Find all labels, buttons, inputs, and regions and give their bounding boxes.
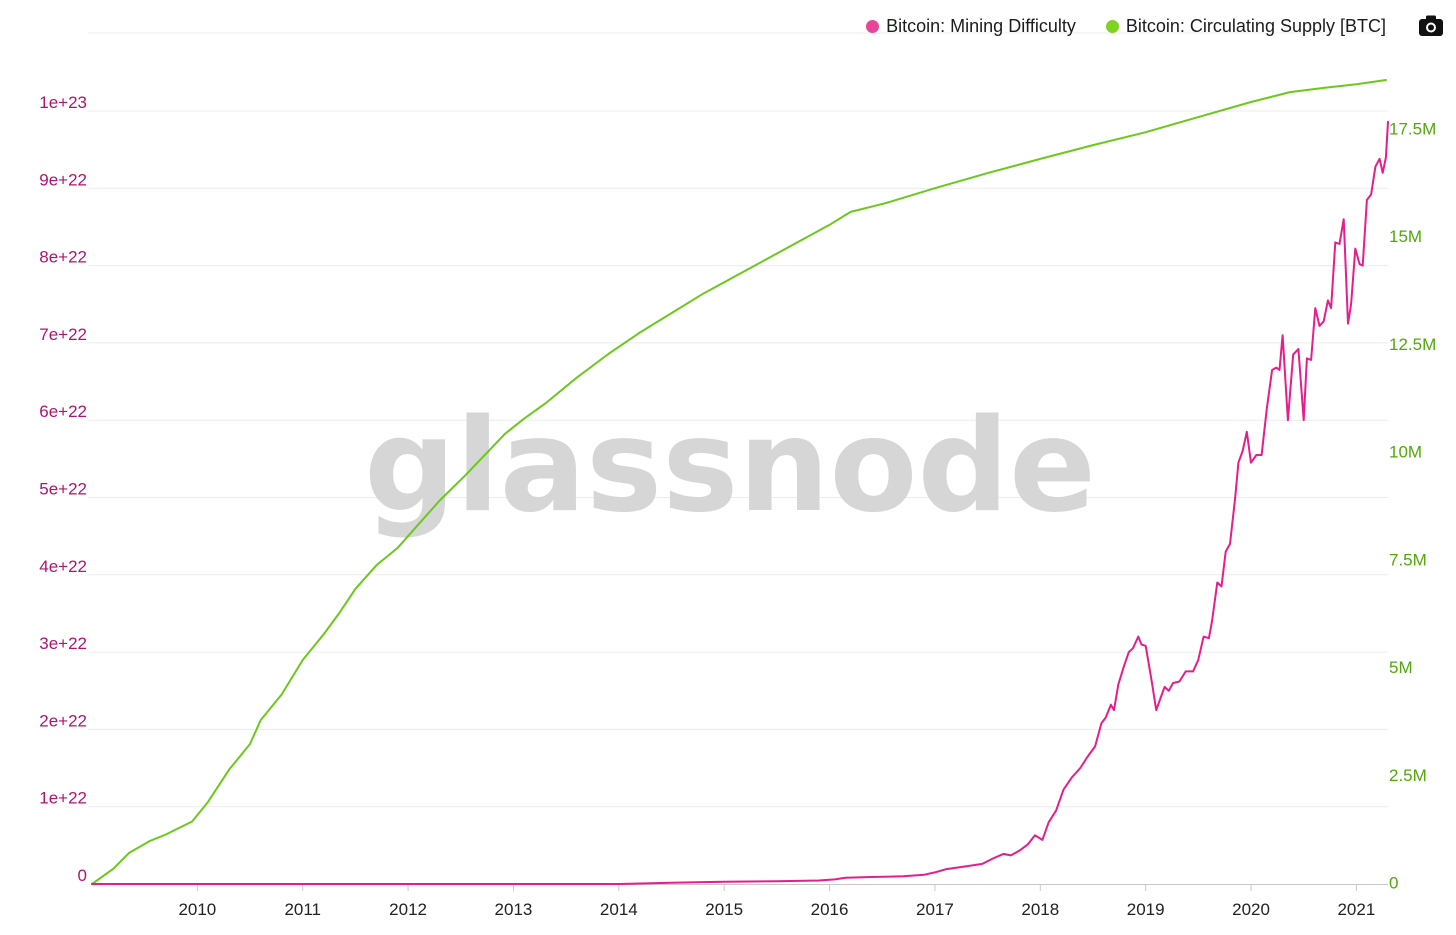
- y-axis-left: 0 1e+22 2e+22 3e+22 4e+22 5e+22 6e+22 7e+22 8e+2…: [39, 93, 87, 885]
- legend-dot-circulating-supply: [1105, 20, 1119, 33]
- x-tick-label: 2011: [284, 900, 321, 919]
- legend-dot-mining-difficulty: [866, 20, 880, 33]
- camera-icon[interactable]: [1418, 14, 1444, 38]
- y-left-tick-label: 2e+22: [39, 711, 87, 730]
- x-tick-label: 2018: [1021, 900, 1059, 919]
- y-right-tick-label: 17.5M: [1389, 119, 1436, 138]
- watermark: glassnode: [364, 392, 1096, 541]
- y-left-tick-label: 0: [78, 866, 87, 885]
- x-tick-label: 2010: [178, 900, 216, 919]
- x-tick-label: 2013: [495, 900, 533, 919]
- x-tick-label: 2019: [1127, 900, 1165, 919]
- y-left-tick-label: 8e+22: [39, 248, 87, 267]
- y-right-tick-label: 2.5M: [1389, 766, 1427, 785]
- legend-label-mining-difficulty: Bitcoin: Mining Difficulty: [886, 16, 1076, 36]
- gridlines: [88, 32, 1388, 808]
- x-tick-label: 2015: [705, 900, 743, 919]
- x-tick-label: 2020: [1232, 900, 1270, 919]
- y-axis-right: 0 2.5M 5M 7.5M 10M 12.5M 15M 17.5M: [1389, 119, 1436, 892]
- y-left-tick-label: 1e+23: [39, 93, 87, 112]
- series-lines: [91, 79, 1389, 885]
- y-right-tick-label: 5M: [1389, 658, 1413, 677]
- y-right-tick-label: 15M: [1389, 227, 1422, 246]
- y-left-tick-label: 6e+22: [39, 402, 87, 421]
- y-right-tick-label: 12.5M: [1389, 335, 1436, 354]
- legend-label-circulating-supply: Bitcoin: Circulating Supply [BTC]: [1125, 16, 1386, 36]
- legend-item-mining-difficulty[interactable]: Bitcoin: Mining Difficulty: [866, 16, 1076, 37]
- y-left-tick-label: 3e+22: [39, 634, 87, 653]
- x-tick-label: 2012: [389, 900, 427, 919]
- y-right-tick-label: 10M: [1389, 443, 1422, 462]
- series-line-mining-difficulty: [91, 120, 1389, 885]
- y-right-tick-label: 0: [1389, 873, 1398, 892]
- y-left-tick-label: 9e+22: [39, 170, 87, 189]
- y-right-tick-label: 7.5M: [1389, 550, 1427, 569]
- series-line-circulating-supply: [91, 79, 1387, 885]
- legend-item-circulating-supply[interactable]: Bitcoin: Circulating Supply [BTC]: [1105, 16, 1386, 37]
- x-tick-label: 2016: [811, 900, 849, 919]
- y-left-tick-label: 7e+22: [39, 325, 87, 344]
- x-tick-label: 2021: [1337, 900, 1375, 919]
- x-tick-label: 2017: [916, 900, 954, 919]
- legend: Bitcoin: Mining Difficulty Bitcoin: Circ…: [866, 16, 1386, 37]
- x-axis: 2010 2011 2012 2013 2014 2015 2016 2017 2018 2019…: [92, 884, 1388, 919]
- y-left-tick-label: 1e+22: [39, 789, 87, 808]
- y-left-tick-label: 5e+22: [39, 480, 87, 499]
- y-left-tick-label: 4e+22: [39, 557, 87, 576]
- x-tick-label: 2014: [600, 900, 638, 919]
